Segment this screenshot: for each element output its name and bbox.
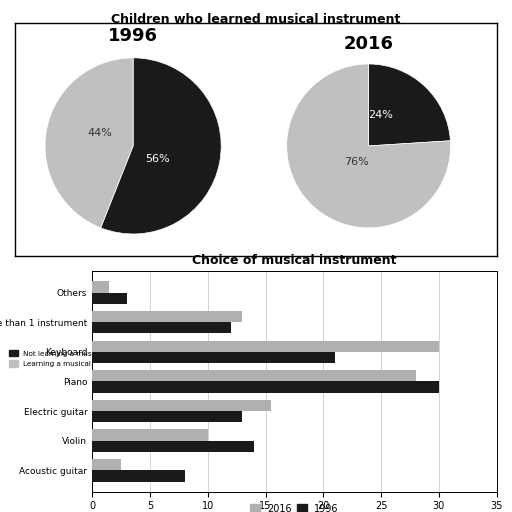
Text: Children who learned musical instrument: Children who learned musical instrument [111, 13, 401, 26]
Bar [92, 411, 242, 422]
Text: 24%: 24% [369, 110, 393, 120]
Bar [92, 441, 254, 452]
Bar [92, 470, 185, 481]
Text: 1996: 1996 [108, 27, 158, 45]
Bar [92, 381, 439, 393]
Bar [92, 293, 127, 304]
Legend: Not learning a musical instrument, Learning a musical instrument: Not learning a musical instrument, Learn… [9, 350, 146, 367]
Text: 44%: 44% [87, 127, 112, 138]
Wedge shape [101, 58, 221, 234]
Bar [92, 352, 335, 363]
Wedge shape [45, 58, 133, 228]
Title: Choice of musical instrument: Choice of musical instrument [192, 254, 397, 267]
Bar [92, 430, 208, 441]
Bar [92, 370, 416, 381]
Text: 76%: 76% [344, 157, 369, 167]
Bar [92, 340, 439, 352]
Text: 2016: 2016 [344, 34, 394, 53]
Bar [92, 459, 121, 470]
Wedge shape [287, 64, 451, 228]
Bar [92, 282, 110, 293]
Legend: Not learning a musical instrument, Learning a musical instrument: Not learning a musical instrument, Learn… [253, 334, 391, 351]
Wedge shape [369, 64, 451, 146]
Legend: 2016, 1996: 2016, 1996 [246, 500, 343, 512]
Bar [92, 322, 231, 333]
Bar [92, 311, 242, 322]
Bar [92, 400, 271, 411]
Text: 56%: 56% [145, 154, 170, 164]
